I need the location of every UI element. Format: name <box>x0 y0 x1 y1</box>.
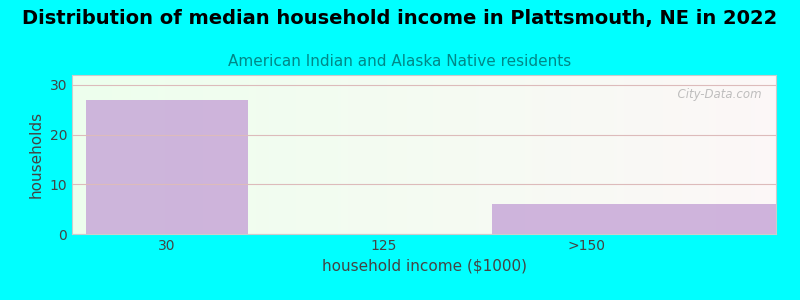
Bar <box>492 204 800 234</box>
Text: City-Data.com: City-Data.com <box>670 88 762 101</box>
Bar <box>86 100 248 234</box>
Text: American Indian and Alaska Native residents: American Indian and Alaska Native reside… <box>228 54 572 69</box>
X-axis label: household income ($1000): household income ($1000) <box>322 258 526 273</box>
Y-axis label: households: households <box>29 111 44 198</box>
Text: Distribution of median household income in Plattsmouth, NE in 2022: Distribution of median household income … <box>22 9 778 28</box>
